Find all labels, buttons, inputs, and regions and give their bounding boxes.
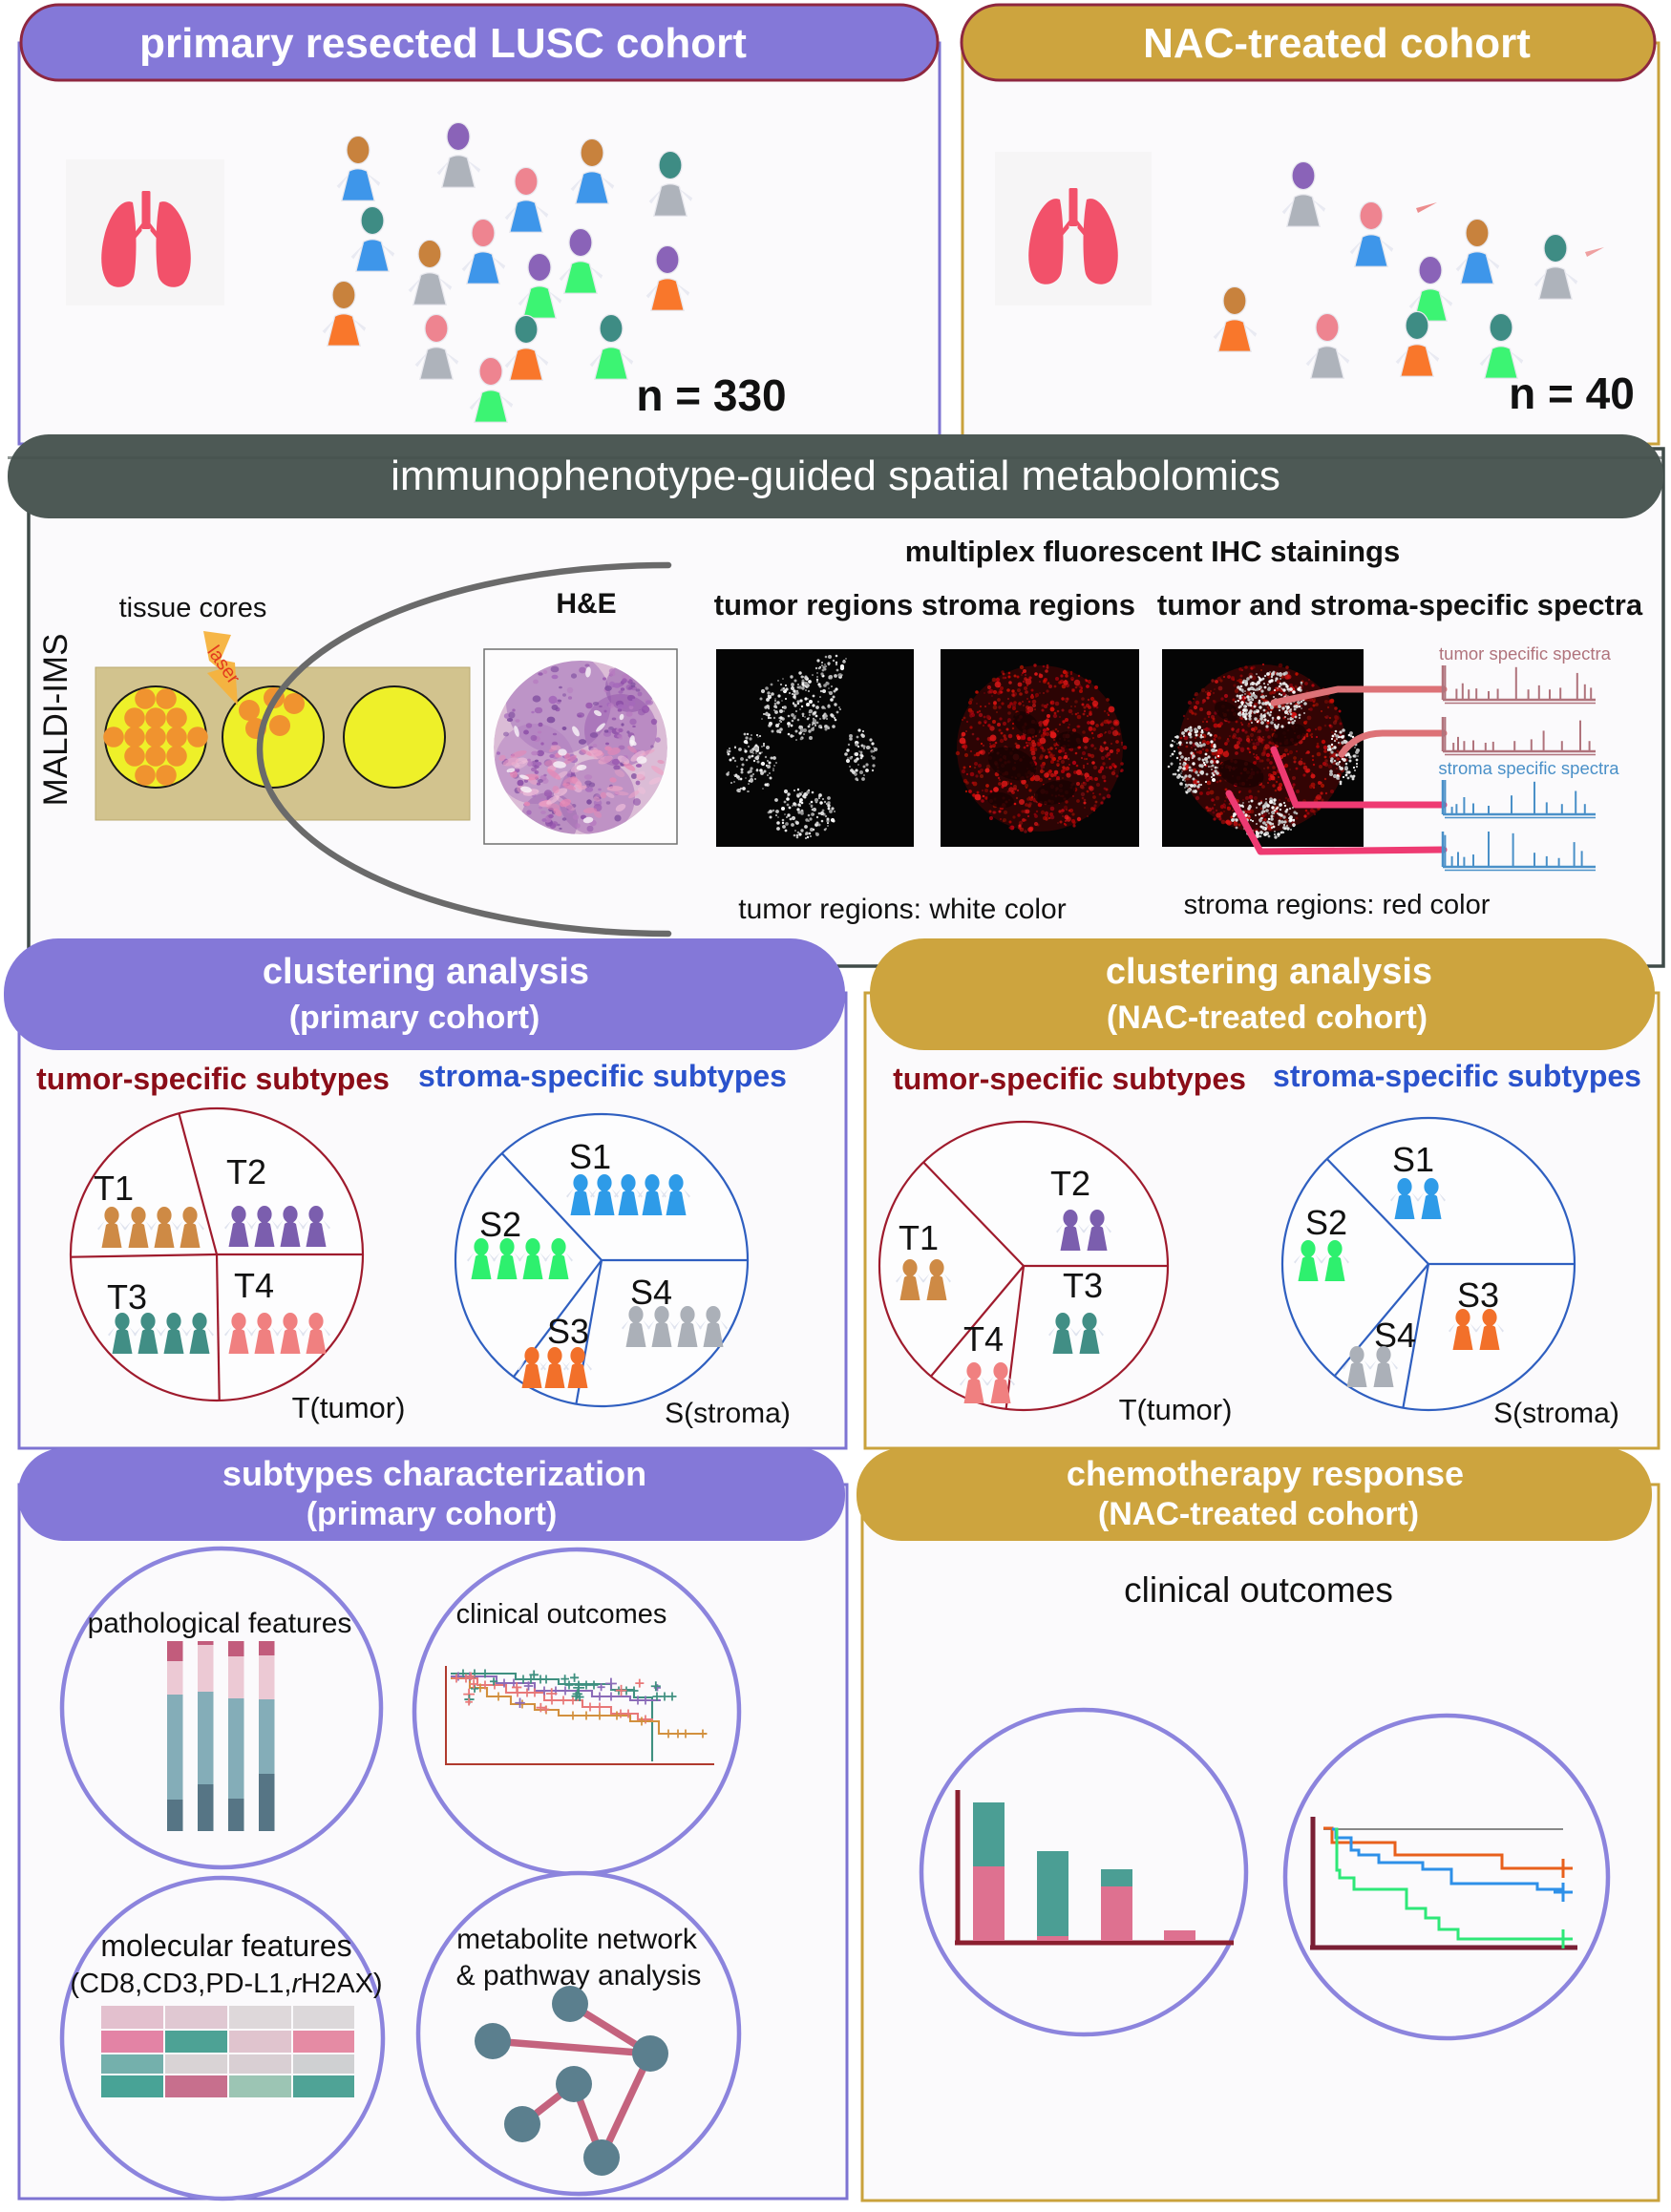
svg-text:stroma specific spectra: stroma specific spectra (1438, 758, 1619, 778)
svg-text:stroma-specific subtypes: stroma-specific subtypes (1273, 1059, 1641, 1093)
svg-text:chemotherapy response: chemotherapy response (1067, 1454, 1464, 1493)
svg-text:(NAC-treated cohort): (NAC-treated cohort) (1107, 1000, 1428, 1036)
svg-text:tumor-specific subtypes: tumor-specific subtypes (36, 1062, 390, 1096)
svg-text:n = 40: n = 40 (1509, 369, 1635, 418)
svg-text:T1: T1 (899, 1218, 939, 1257)
svg-text:tissue cores: tissue cores (119, 593, 267, 623)
svg-text:clinical outcomes: clinical outcomes (1124, 1570, 1393, 1610)
svg-text:T(tumor): T(tumor) (1119, 1393, 1233, 1426)
svg-text:subtypes characterization: subtypes characterization (222, 1454, 646, 1493)
svg-text:S1: S1 (1392, 1140, 1434, 1179)
svg-text:tumor and stroma-specific spec: tumor and stroma-specific spectra (1157, 588, 1643, 621)
svg-text:(CD8,CD3,PD-L1,rH2AX): (CD8,CD3,PD-L1,rH2AX) (70, 1969, 382, 1999)
svg-text:stroma-specific subtypes: stroma-specific subtypes (418, 1059, 787, 1093)
svg-text:S3: S3 (547, 1312, 589, 1351)
svg-text:H&E: H&E (556, 588, 616, 620)
svg-text:T2: T2 (1050, 1164, 1090, 1203)
svg-text:clustering analysis: clustering analysis (263, 952, 589, 992)
svg-text:tumor regions: white color: tumor regions: white color (738, 894, 1066, 925)
svg-text:T2: T2 (226, 1152, 266, 1191)
svg-text:tumor specific spectra: tumor specific spectra (1439, 643, 1612, 664)
svg-text:S4: S4 (630, 1273, 672, 1312)
svg-text:tumor-specific subtypes: tumor-specific subtypes (893, 1062, 1246, 1096)
svg-text:T3: T3 (1063, 1266, 1103, 1305)
svg-text:stroma regions: red color: stroma regions: red color (1184, 890, 1491, 920)
svg-text:T4: T4 (234, 1266, 274, 1305)
svg-text:pathological features: pathological features (88, 1608, 352, 1639)
svg-text:multiplex fluorescent IHC stai: multiplex fluorescent IHC stainings (905, 535, 1400, 568)
svg-text:metabolite network: metabolite network (456, 1924, 698, 1955)
svg-text:T(tumor): T(tumor) (292, 1391, 406, 1424)
svg-text:S1: S1 (569, 1137, 611, 1176)
svg-text:T4: T4 (963, 1319, 1004, 1359)
svg-text:MALDI-IMS: MALDI-IMS (37, 634, 74, 807)
svg-text:stroma regions: stroma regions (921, 588, 1135, 621)
svg-text:(primary cohort): (primary cohort) (307, 1496, 558, 1532)
svg-text:& pathway analysis: & pathway analysis (456, 1960, 702, 1991)
svg-text:T3: T3 (107, 1277, 147, 1317)
svg-text:S2: S2 (1305, 1203, 1347, 1242)
svg-text:S2: S2 (479, 1205, 521, 1244)
svg-text:n = 330: n = 330 (636, 370, 786, 420)
svg-text:clustering analysis: clustering analysis (1106, 952, 1432, 992)
svg-text:immunophenotype-guided spatial: immunophenotype-guided spatial metabolom… (391, 453, 1280, 499)
svg-text:clinical outcomes: clinical outcomes (456, 1599, 667, 1630)
svg-text:molecular features: molecular features (100, 1928, 351, 1963)
svg-text:(NAC-treated cohort): (NAC-treated cohort) (1098, 1496, 1419, 1532)
svg-text:S(stroma): S(stroma) (1493, 1398, 1619, 1429)
svg-text:S(stroma): S(stroma) (665, 1398, 791, 1429)
svg-text:tumor regions: tumor regions (714, 588, 913, 621)
svg-text:T1: T1 (94, 1169, 134, 1208)
svg-text:primary resected LUSC cohort: primary resected LUSC cohort (139, 20, 747, 67)
svg-text:S3: S3 (1457, 1275, 1499, 1315)
svg-text:NAC-treated cohort: NAC-treated cohort (1143, 20, 1531, 67)
svg-text:(primary cohort): (primary cohort) (289, 1000, 540, 1036)
